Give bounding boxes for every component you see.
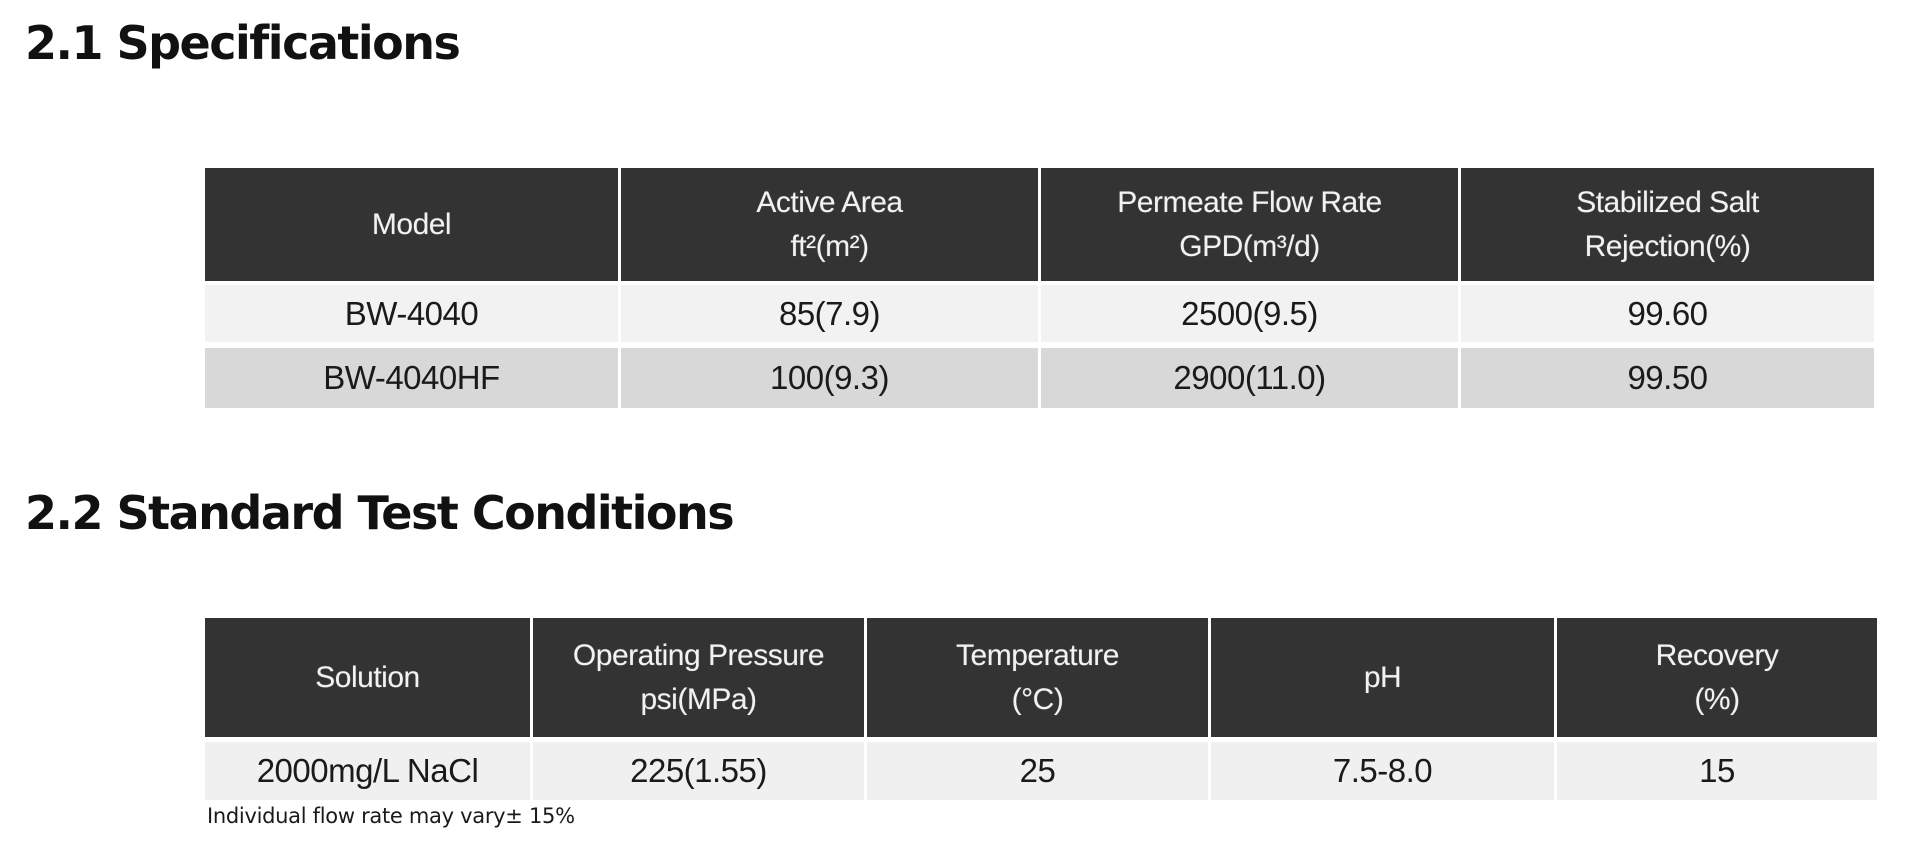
header-label: Active Area xyxy=(756,185,903,219)
header-unit: (°C) xyxy=(1011,682,1064,716)
header-label: Stabilized Salt xyxy=(1576,185,1759,219)
table-row-test-conditions: 2000mg/L NaCl 225(1.55) 25 7.5-8.0 15 xyxy=(205,742,1877,800)
header-cell-ph: pH xyxy=(1211,618,1554,737)
specifications-table-header-row: Model Active Area ft²(m²) Permeate Flow … xyxy=(205,168,1874,281)
header-cell-recovery: Recovery (%) xyxy=(1557,618,1877,737)
header-label: Operating Pressure xyxy=(572,638,825,672)
header-cell-solution: Solution xyxy=(205,618,530,737)
cell-recovery: 15 xyxy=(1557,742,1877,800)
cell-active-area: 100(9.3) xyxy=(621,348,1038,408)
header-cell-permeate-flow-rate: Permeate Flow Rate GPD(m³/d) xyxy=(1041,168,1458,281)
header-unit: psi(MPa) xyxy=(640,682,757,716)
header-label: Temperature xyxy=(956,638,1119,672)
test-conditions-table-header-row: Solution Operating Pressure psi(MPa) Tem… xyxy=(205,618,1877,737)
cell-active-area: 85(7.9) xyxy=(621,285,1038,342)
header-cell-salt-rejection: Stabilized Salt Rejection(%) xyxy=(1461,168,1874,281)
cell-salt-rejection: 99.50 xyxy=(1461,348,1874,408)
cell-model: BW-4040 xyxy=(205,285,618,342)
cell-model: BW-4040HF xyxy=(205,348,618,408)
section-title-specifications: 2.1 Specifications xyxy=(25,16,461,70)
header-label: Solution xyxy=(315,660,420,694)
header-label: Permeate Flow Rate xyxy=(1117,185,1382,219)
header-unit: ft²(m²) xyxy=(790,229,869,263)
header-label: Model xyxy=(371,207,452,241)
table-row-bw-4040hf: BW-4040HF 100(9.3) 2900(11.0) 99.50 xyxy=(205,348,1874,408)
header-cell-model: Model xyxy=(205,168,618,281)
header-label: Recovery xyxy=(1655,638,1779,672)
header-cell-operating-pressure: Operating Pressure psi(MPa) xyxy=(533,618,864,737)
cell-permeate-flow-rate: 2500(9.5) xyxy=(1041,285,1458,342)
cell-operating-pressure: 225(1.55) xyxy=(533,742,864,800)
header-unit: (%) xyxy=(1694,682,1740,716)
test-conditions-table: Solution Operating Pressure psi(MPa) Tem… xyxy=(205,618,1877,800)
section-title-test-conditions: 2.2 Standard Test Conditions xyxy=(25,486,735,540)
flow-rate-variance-footnote: Individual flow rate may vary± 15% xyxy=(207,804,575,828)
cell-salt-rejection: 99.60 xyxy=(1461,285,1874,342)
cell-permeate-flow-rate: 2900(11.0) xyxy=(1041,348,1458,408)
cell-ph: 7.5-8.0 xyxy=(1211,742,1554,800)
header-unit: Rejection(%) xyxy=(1584,229,1751,263)
header-label: pH xyxy=(1363,660,1402,694)
table-row-bw-4040: BW-4040 85(7.9) 2500(9.5) 99.60 xyxy=(205,285,1874,342)
header-unit: GPD(m³/d) xyxy=(1179,229,1320,263)
header-cell-active-area: Active Area ft²(m²) xyxy=(621,168,1038,281)
header-cell-temperature: Temperature (°C) xyxy=(867,618,1208,737)
cell-temperature: 25 xyxy=(867,742,1208,800)
specifications-table: Model Active Area ft²(m²) Permeate Flow … xyxy=(205,168,1874,408)
cell-solution: 2000mg/L NaCl xyxy=(205,742,530,800)
